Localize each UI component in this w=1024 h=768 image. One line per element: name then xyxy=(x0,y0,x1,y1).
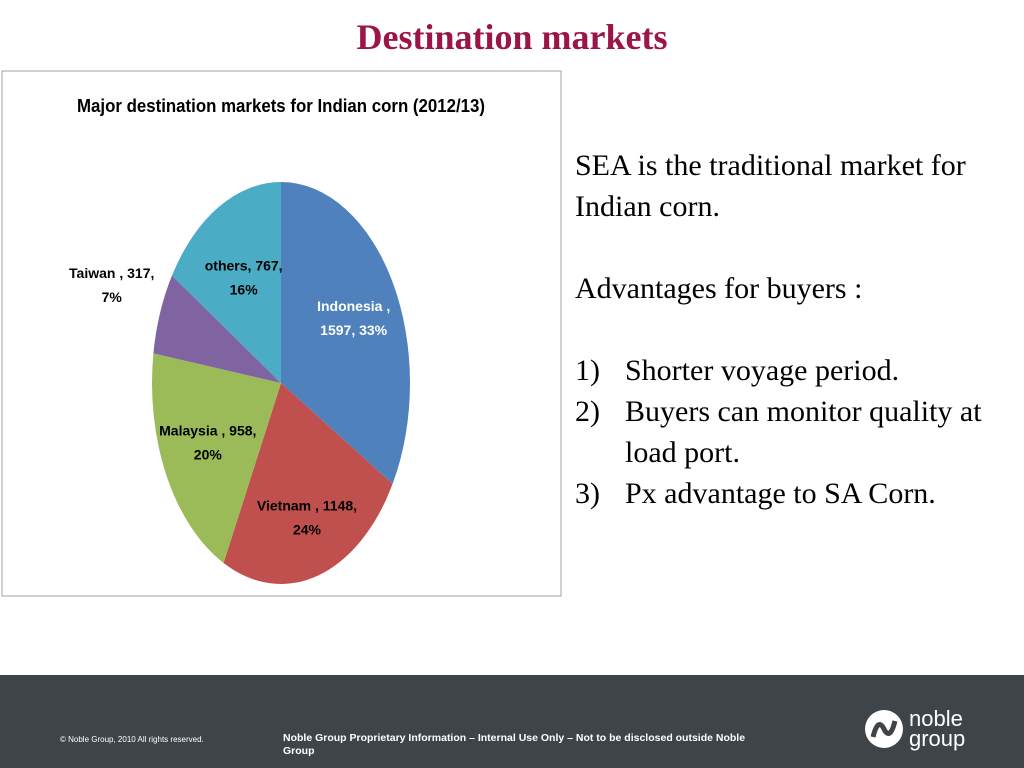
data-label-line: 1597, 33% xyxy=(320,322,387,338)
pie-slice xyxy=(152,353,281,563)
pie-slice xyxy=(171,182,281,383)
data-label-line: Vietnam , 1148, xyxy=(257,498,357,514)
pie-slice xyxy=(223,383,393,584)
logo: noble group xyxy=(865,707,965,751)
data-label-line: Indonesia , xyxy=(317,298,390,314)
subhead: Advantages for buyers : xyxy=(575,272,863,305)
data-label-line: 7% xyxy=(102,289,123,305)
notice: Noble Group Proprietary Information – In… xyxy=(283,732,746,757)
data-label: Taiwan , 317, 7% xyxy=(69,265,154,305)
data-label-line: 16% xyxy=(230,281,259,297)
point-text: Px advantage to SA Corn. xyxy=(625,477,936,510)
marker: 2) xyxy=(575,395,600,428)
chart-title: Major destination markets for Indian cor… xyxy=(77,96,485,116)
intro: SEA is the traditional market for Indian… xyxy=(575,149,966,223)
chart: Major destination markets for Indian cor… xyxy=(1,70,562,597)
marker: 3) xyxy=(575,477,600,510)
point-text: Shorter voyage period. xyxy=(625,354,900,387)
data-label: Malaysia , 958, 20% xyxy=(159,422,256,462)
data-label-line: 24% xyxy=(293,522,322,538)
point: 3) Px advantage to SA Corn. xyxy=(575,473,1005,514)
logo-text: group xyxy=(909,726,965,751)
data-label: others, 767, 16% xyxy=(205,257,283,297)
data-label-line: 20% xyxy=(194,446,223,462)
point-text: Buyers can monitor quality at load port. xyxy=(625,395,982,469)
data-label-line: Malaysia , 958, xyxy=(159,422,256,438)
marker: 1) xyxy=(575,354,600,387)
point: 1) Shorter voyage period. xyxy=(575,350,1005,391)
data-label: Indonesia , 1597, 33% xyxy=(317,298,390,338)
pie-slice xyxy=(281,182,410,484)
text-body: SEA is the traditional market for Indian… xyxy=(575,145,1005,514)
logo-wave xyxy=(870,720,898,738)
data-label-line: Taiwan , 317, xyxy=(69,265,154,281)
slide-title: Destination markets xyxy=(356,17,668,57)
pie-slice xyxy=(153,275,281,383)
point: 2) Buyers can monitor quality at load por… xyxy=(575,391,1005,473)
footer: © Noble Group, 2010 All rights reserved.… xyxy=(0,675,1024,768)
copyright: © Noble Group, 2010 All rights reserved. xyxy=(60,735,204,744)
data-label: Vietnam , 1148, 24% xyxy=(257,498,357,538)
logo-text: noble xyxy=(909,707,963,731)
data-label-line: others, 767, xyxy=(205,257,283,273)
